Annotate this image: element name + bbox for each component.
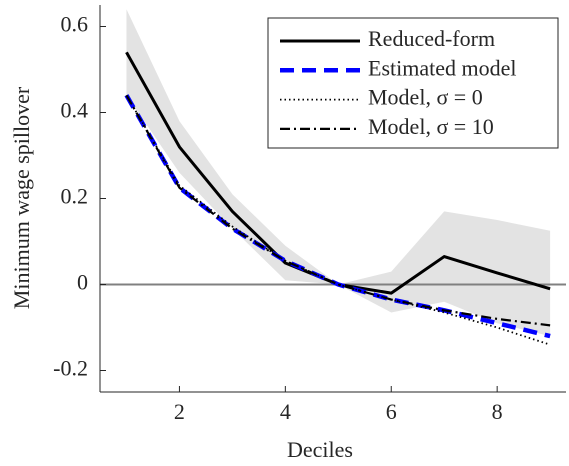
legend-label: Reduced-form xyxy=(368,26,495,51)
y-tick-label: 0 xyxy=(77,270,88,295)
series-line xyxy=(125,94,551,327)
x-tick-label: 8 xyxy=(492,399,503,424)
confidence-band xyxy=(126,9,551,337)
y-tick-label: 0.4 xyxy=(61,98,89,123)
legend-label: Model, σ = 10 xyxy=(368,114,494,139)
x-tick-label: 4 xyxy=(280,399,291,424)
y-tick-label: -0.2 xyxy=(53,356,88,381)
y-tick-label: 0.2 xyxy=(61,184,89,209)
x-axis-label: Deciles xyxy=(287,437,353,462)
x-tick-label: 6 xyxy=(386,399,397,424)
legend-label: Model, σ = 0 xyxy=(368,85,483,110)
series-line xyxy=(125,94,551,346)
x-tick-label: 2 xyxy=(174,399,185,424)
y-tick-label: 0.6 xyxy=(61,12,89,37)
legend-label: Estimated model xyxy=(368,55,516,80)
y-axis-label: Minimum wage spillover xyxy=(9,86,34,309)
